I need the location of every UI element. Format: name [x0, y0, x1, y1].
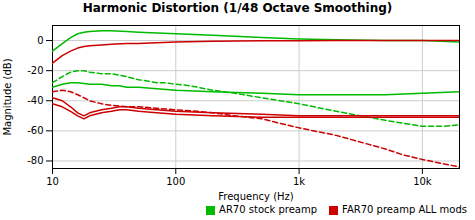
svg-text:100: 100	[166, 176, 185, 187]
svg-text:10: 10	[46, 176, 59, 187]
svg-text:1k: 1k	[293, 176, 305, 187]
html-text:AR70 stock preamp: AR70 stock preamp	[219, 204, 318, 215]
svg-text:Frequency (Hz): Frequency (Hz)	[218, 191, 294, 202]
html-text:FAR70 preamp ALL mods: FAR70 preamp ALL mods	[342, 204, 467, 215]
svg-text:-80: -80	[27, 155, 43, 166]
svg-text:0: 0	[37, 35, 43, 46]
svg-text:-40: -40	[27, 95, 43, 106]
svg-text:Magnitude (dB): Magnitude (dB)	[2, 58, 13, 135]
svg-text:-20: -20	[27, 65, 43, 76]
svg-text:-60: -60	[27, 125, 43, 136]
html-text:Harmonic Distortion (1/48 Octa: Harmonic Distortion (1/48 Octave Smoothi…	[82, 1, 393, 15]
svg-text:10k: 10k	[413, 176, 432, 187]
